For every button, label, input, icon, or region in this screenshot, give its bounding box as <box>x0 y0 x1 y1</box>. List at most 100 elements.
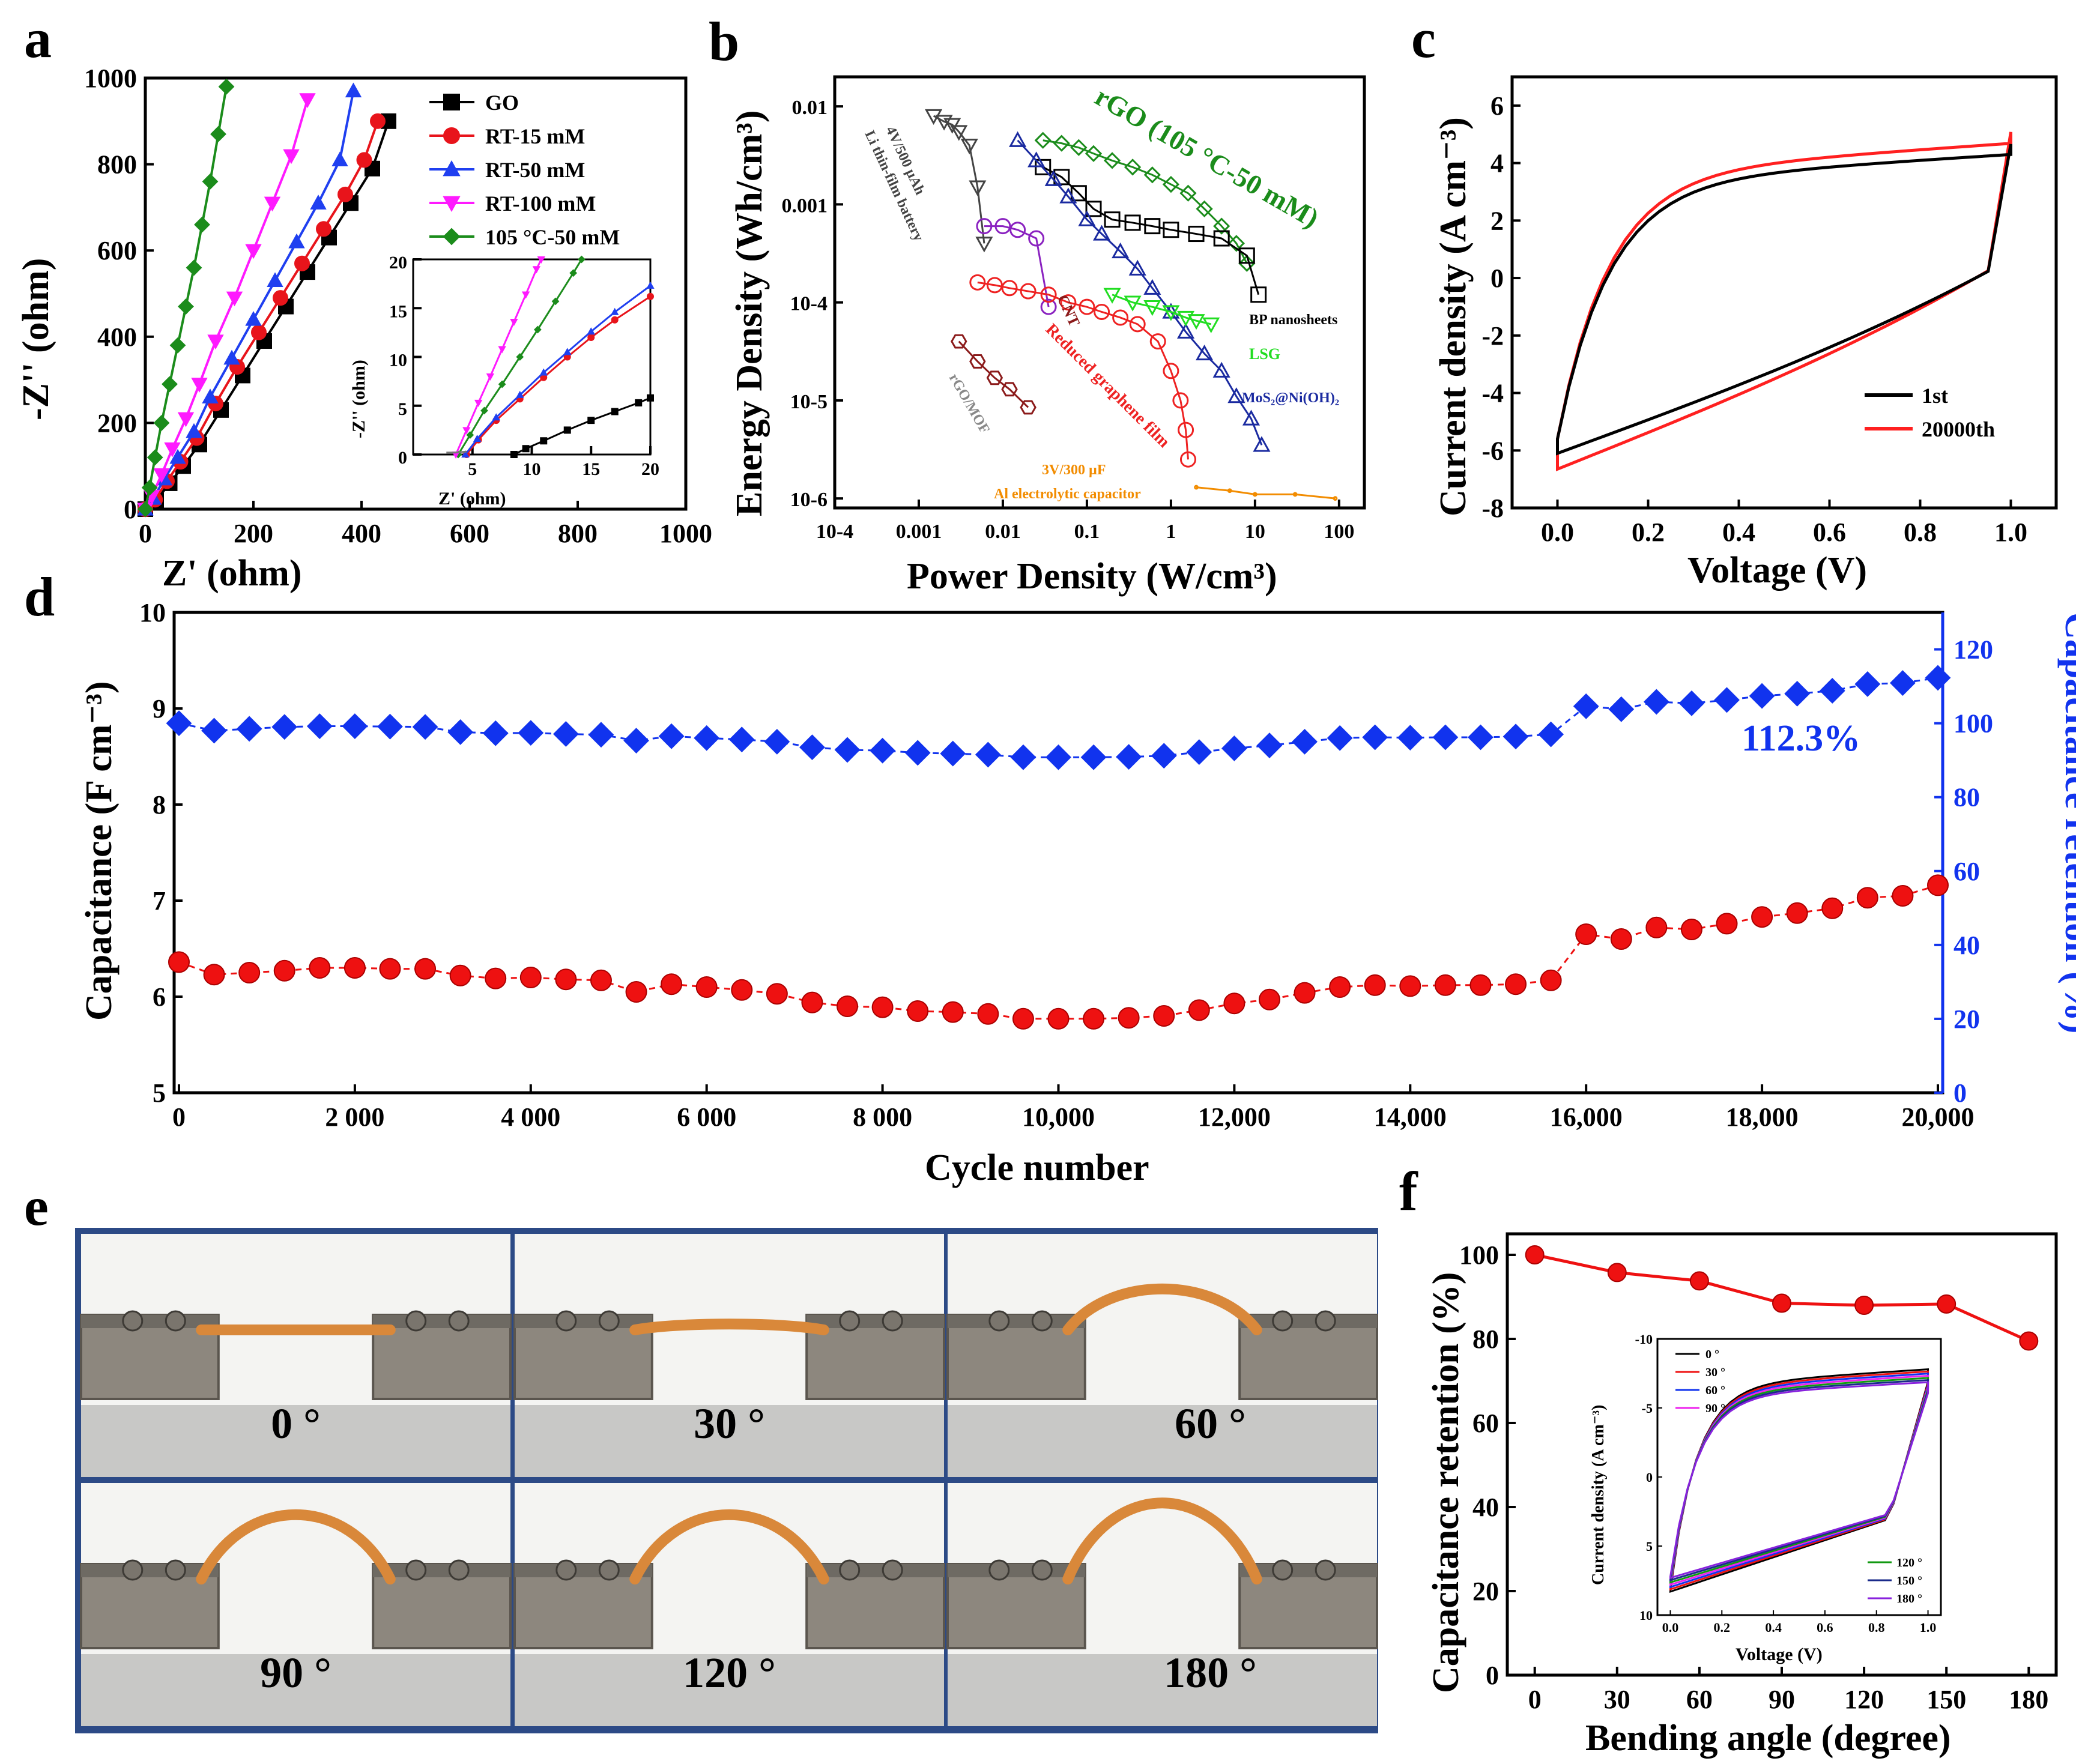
chart-a-point <box>164 442 181 458</box>
chart-d-retention-point <box>1116 744 1142 770</box>
chart-b-point <box>1103 152 1121 169</box>
chart-f-inset-xtick-label: 0.0 <box>1662 1620 1679 1635</box>
chart-c-xlabel: Voltage (V) <box>1687 550 1867 591</box>
chart-d-retention-point <box>728 726 755 753</box>
chart-d-capacitance-point <box>1505 973 1527 995</box>
chart-a-inset-frame <box>412 258 652 456</box>
chart-b-point <box>1040 286 1057 303</box>
chart-b-point <box>1242 409 1260 426</box>
chart-a-point <box>202 388 219 403</box>
photo-left-clamp <box>513 1314 653 1400</box>
chart-d-retention-point <box>1925 665 1951 691</box>
photo-film <box>1062 1497 1262 1584</box>
chart-b-xtick-label: 0.001 <box>896 521 942 543</box>
chart-d-capacitance-point <box>203 964 225 986</box>
photo-screw <box>405 1559 427 1581</box>
chart-f-point <box>1689 1271 1709 1291</box>
chart-b-point <box>1124 214 1141 231</box>
chart-f-inset-xtick-label: 0.8 <box>1868 1620 1885 1635</box>
chart-b-point <box>1238 247 1255 264</box>
chart-b-point <box>1124 159 1142 176</box>
chart-f-inset-ytick-label: -10 <box>1635 1332 1653 1347</box>
chart-b-point <box>950 125 968 141</box>
chart-d-capacitance-point <box>801 991 823 1013</box>
photo-2: 60 ° <box>946 1234 1378 1477</box>
chart-f-point <box>1525 1245 1545 1264</box>
chart-d-ytick-label: 8 <box>153 790 166 820</box>
chart-d-retention-point <box>1643 689 1669 715</box>
chart-b-point <box>1078 210 1096 226</box>
chart-b-ylabel: Energy Density (Wh/cm³) <box>729 110 770 516</box>
photo-screw <box>1315 1310 1336 1332</box>
chart-d-capacitance-point <box>907 1000 929 1022</box>
chart-b-anno-rgomof: rGO/MOF <box>946 371 993 436</box>
photo-base <box>515 1654 944 1726</box>
chart-d-y2tick-label: 40 <box>1953 931 1980 960</box>
chart-a-point <box>331 151 348 167</box>
chart-d-retention-point <box>1292 728 1318 755</box>
chart-b-point <box>1059 187 1077 204</box>
chart-b-point <box>1238 255 1256 272</box>
chart-d-retention-point <box>1890 670 1916 696</box>
chart-b-point <box>1001 382 1018 397</box>
chart-d-retention-point <box>1221 736 1247 761</box>
chart-a-point <box>169 449 186 464</box>
chart-a-point <box>178 298 194 315</box>
chart-b-xtick-label: 0.01 <box>985 521 1021 543</box>
chart-f-point <box>2019 1331 2039 1351</box>
photo-left-clamp <box>513 1563 653 1649</box>
photo-film <box>1062 1283 1262 1335</box>
chart-d-retention-point <box>694 725 720 751</box>
chart-b-series-line <box>977 281 1189 460</box>
chart-b-series-line <box>958 340 1029 408</box>
photo-left-clamp <box>80 1314 220 1400</box>
chart-b-point <box>1213 230 1230 247</box>
chart-b-point <box>1178 421 1194 438</box>
chart-f-inset-legend-label: 60 ° <box>1705 1384 1725 1397</box>
chart-d-capacitance-point <box>343 957 366 979</box>
chart-b-point <box>1027 151 1046 168</box>
photo-screw <box>405 1310 427 1332</box>
chart-b-point <box>1053 134 1070 152</box>
chart-a-point <box>264 196 281 212</box>
photo-screw <box>988 1310 1010 1332</box>
chart-a-point <box>294 255 310 271</box>
chart-b-ytick-label: 0.001 <box>782 195 828 217</box>
chart-a-ytick-label: 600 <box>97 236 137 265</box>
chart-d-capacitance-point <box>379 958 401 980</box>
chart-b-point <box>1292 492 1298 497</box>
chart-d-capacitance-point <box>1645 916 1668 938</box>
chart-b-frame <box>833 75 1366 510</box>
photo-angle-label: 180 ° <box>1164 1649 1257 1697</box>
chart-d-retention-point <box>1010 744 1036 770</box>
chart-d-retention-point <box>658 723 685 749</box>
chart-a-legend-marker <box>443 160 461 177</box>
chart-a-legend-label: RT-100 mM <box>485 192 596 216</box>
chart-f-ytick-label: 20 <box>1472 1577 1499 1606</box>
chart-a-inset-point <box>498 380 506 388</box>
chart-a-inset-point <box>578 255 586 264</box>
chart-f-xlabel: Bending angle (degree) <box>1585 1718 1951 1759</box>
chart-d-retention-point <box>904 740 931 766</box>
chart-a-point <box>194 216 210 233</box>
chart-d-capacitance-point <box>414 958 437 980</box>
chart-f-point <box>1607 1263 1627 1282</box>
chart-d-xlabel: Cycle number <box>925 1147 1149 1188</box>
chart-d-retention-point <box>588 722 614 748</box>
chart-b-point <box>1227 387 1245 403</box>
chart-a-inset-point <box>492 413 500 421</box>
chart-a-point <box>310 195 327 210</box>
chart-d-xtick-label: 6 000 <box>677 1102 736 1132</box>
chart-d-capacitance-point <box>1329 976 1351 998</box>
photo-right-clamp <box>372 1563 512 1649</box>
chart-d-capacitance-point <box>837 995 859 1017</box>
chart-a-xlabel: Z' (ohm) <box>162 553 302 594</box>
chart-d-retention-point <box>1397 725 1423 751</box>
chart-b-anno-alcap2: Al electrolytic capacitor <box>994 486 1141 502</box>
chart-b-anno-bp: BP nanosheets <box>1249 312 1337 328</box>
chart-d-retention-point <box>1819 678 1845 704</box>
panel-letter-e: e <box>24 1176 49 1237</box>
chart-d-capacitance-point <box>555 968 577 991</box>
chart-b-point <box>1177 322 1195 339</box>
